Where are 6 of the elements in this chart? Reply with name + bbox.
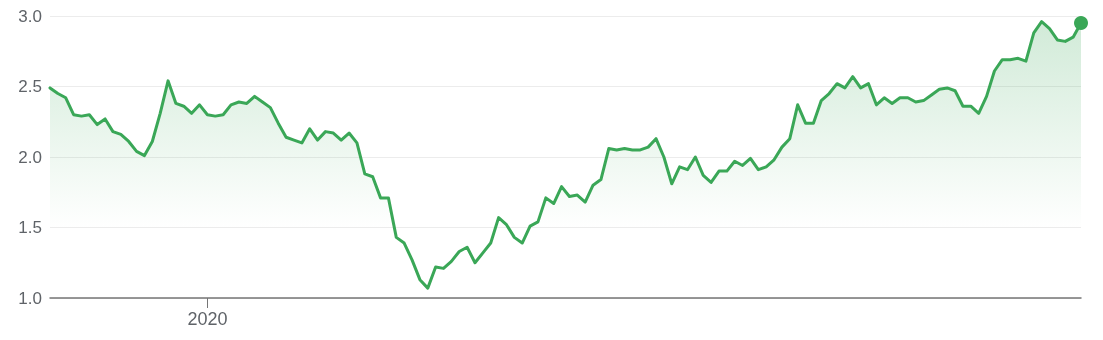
y-tick-label: 1.0 (18, 288, 42, 308)
y-tick-label: 2.5 (18, 77, 42, 96)
x-tick-label: 2020 (187, 309, 228, 329)
y-tick-label: 3.0 (18, 6, 42, 26)
y-tick-label: 1.5 (18, 218, 42, 237)
y-tick-label: 2.0 (18, 147, 42, 167)
